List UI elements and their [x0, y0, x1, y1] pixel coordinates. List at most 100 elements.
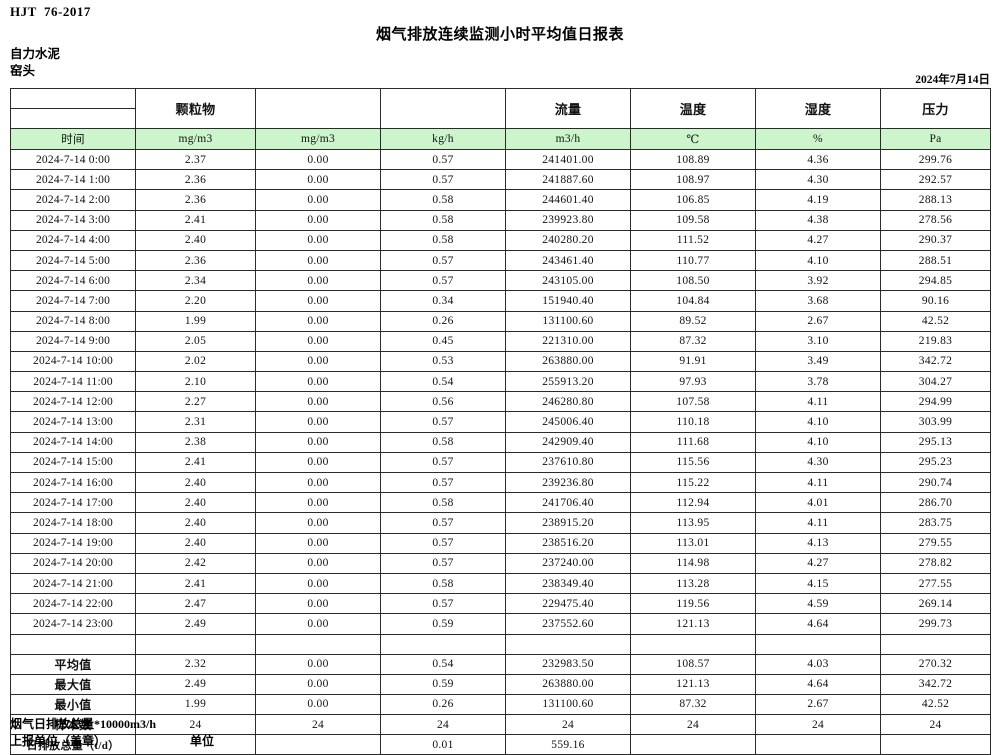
spacer-cell-time	[10, 633, 136, 655]
group-header-humidity: 湿度	[755, 88, 881, 129]
table-row: 2024-7-14 19:00 2.40 0.00 0.57 238516.20 113.…	[10, 532, 991, 554]
cell-flow: 246280.80	[505, 391, 631, 413]
cell-pressure: 278.82	[880, 552, 991, 574]
table-row: 2024-7-14 16:00 2.40 0.00 0.57 239236.80 115.…	[10, 471, 991, 494]
cell-temperature: 112.94	[630, 492, 756, 514]
cell-pm-std: 0.00	[255, 169, 381, 191]
cell-humidity: 4.10	[755, 249, 881, 272]
cell-pressure: 219.83	[880, 330, 991, 352]
cell-temperature: 109.58	[630, 209, 756, 231]
cell-temperature: 111.68	[630, 431, 756, 453]
summary-minimum-flow: 131100.60	[505, 693, 631, 716]
cell-pm-std: 0.00	[255, 310, 381, 332]
cell-temperature: 111.52	[630, 229, 756, 251]
cell-pm-std: 0.00	[255, 249, 381, 272]
summary-average-pm-rate: 0.54	[380, 653, 506, 675]
summary-average-humidity: 4.03	[755, 653, 881, 675]
cell-flow: 221310.00	[505, 330, 631, 352]
cell-pm-conc: 2.36	[135, 169, 256, 191]
cell-humidity: 4.38	[755, 209, 881, 231]
spacer-cell-flow	[505, 633, 631, 655]
cell-pm-std: 0.00	[255, 552, 381, 574]
summary-row-minimum: 最小值 1.99 0.00 0.26 131100.60 87.32 2.67 42.52	[10, 693, 991, 716]
cell-pm-rate: 0.58	[380, 209, 506, 231]
cell-pm-std: 0.00	[255, 532, 381, 554]
split-cell-bottom	[11, 109, 135, 128]
summary-sample-count-flow: 24	[505, 714, 631, 736]
report-date: 2024年7月14日	[915, 74, 990, 86]
cell-temperature: 87.32	[630, 330, 756, 352]
summary-row-maximum: 最大值 2.49 0.00 0.59 263880.00 121.13 4.64 342.72	[10, 673, 991, 695]
table-body: 2024-7-14 0:00 2.37 0.00 0.57 241401.00 108.8…	[10, 148, 991, 755]
cell-time: 2024-7-14 18:00	[10, 512, 136, 534]
group-header-blank-2	[380, 88, 506, 129]
summary-label-minimum: 最小值	[10, 693, 136, 716]
cell-pm-std: 0.00	[255, 451, 381, 474]
summary-row-average: 平均值 2.32 0.00 0.54 232983.50 108.57 4.03 270.32	[10, 653, 991, 675]
summary-maximum-pm-conc: 2.49	[135, 673, 256, 695]
summary-maximum-pm-rate: 0.59	[380, 673, 506, 695]
cell-humidity: 4.11	[755, 512, 881, 534]
cell-pm-rate: 0.58	[380, 189, 506, 211]
cell-pm-rate: 0.57	[380, 249, 506, 272]
cell-time: 2024-7-14 10:00	[10, 350, 136, 373]
cell-time: 2024-7-14 6:00	[10, 270, 136, 292]
cell-pm-rate: 0.57	[380, 411, 506, 433]
cell-pm-conc: 2.37	[135, 148, 256, 171]
cell-temperature: 104.84	[630, 290, 756, 312]
table-row: 2024-7-14 12:00 2.27 0.00 0.56 246280.80 107.…	[10, 391, 991, 413]
cell-humidity: 3.68	[755, 290, 881, 312]
cell-pm-rate: 0.57	[380, 512, 506, 534]
cell-pm-std: 0.00	[255, 492, 381, 514]
cell-humidity: 4.27	[755, 552, 881, 574]
cell-time: 2024-7-14 23:00	[10, 613, 136, 635]
spacer-cell-pm-rate	[380, 633, 506, 655]
table-row: 2024-7-14 10:00 2.02 0.00 0.53 263880.00 91.9…	[10, 350, 991, 373]
split-cell-top	[11, 90, 135, 109]
summary-label-average: 平均值	[10, 653, 136, 675]
cell-time: 2024-7-14 15:00	[10, 451, 136, 474]
cell-temperature: 106.85	[630, 189, 756, 211]
cell-humidity: 4.10	[755, 431, 881, 453]
cell-pm-rate: 0.53	[380, 350, 506, 373]
cell-pm-rate: 0.54	[380, 371, 506, 393]
cell-pm-std: 0.00	[255, 189, 381, 211]
cell-flow: 263880.00	[505, 350, 631, 373]
table-row: 2024-7-14 17:00 2.40 0.00 0.58 241706.40 112.…	[10, 492, 991, 514]
unit-header-col-6: %	[755, 128, 881, 150]
table-group-header-row: 颗粒物 流量 温度 湿度 压力	[10, 88, 991, 129]
cell-pm-conc: 2.41	[135, 209, 256, 231]
cell-pm-std: 0.00	[255, 350, 381, 373]
cell-pm-rate: 0.57	[380, 169, 506, 191]
cell-flow: 243461.40	[505, 249, 631, 272]
cell-pressure: 277.55	[880, 572, 991, 595]
cell-humidity: 4.13	[755, 532, 881, 554]
cell-pm-conc: 2.41	[135, 572, 256, 595]
cell-temperature: 115.22	[630, 471, 756, 494]
cell-time: 2024-7-14 17:00	[10, 492, 136, 514]
cell-humidity: 4.30	[755, 169, 881, 191]
cell-pressure: 304.27	[880, 371, 991, 393]
cell-flow: 238516.20	[505, 532, 631, 554]
table-row: 2024-7-14 21:00 2.41 0.00 0.58 238349.40 113.…	[10, 572, 991, 595]
cell-time: 2024-7-14 22:00	[10, 593, 136, 615]
summary-minimum-humidity: 2.67	[755, 693, 881, 716]
cell-pm-rate: 0.34	[380, 290, 506, 312]
cell-pm-rate: 0.26	[380, 310, 506, 332]
cell-time: 2024-7-14 11:00	[10, 371, 136, 393]
cell-time: 2024-7-14 1:00	[10, 169, 136, 191]
summary-sample-count-temperature: 24	[630, 714, 756, 736]
cell-pm-std: 0.00	[255, 330, 381, 352]
spacer-cell-humidity	[755, 633, 881, 655]
cell-pm-conc: 2.31	[135, 411, 256, 433]
summary-maximum-humidity: 4.64	[755, 673, 881, 695]
cell-pm-std: 0.00	[255, 371, 381, 393]
summary-sample-count-pressure: 24	[880, 714, 991, 736]
cell-pressure: 303.99	[880, 411, 991, 433]
cell-humidity: 4.01	[755, 492, 881, 514]
table-row: 2024-7-14 4:00 2.40 0.00 0.58 240280.20 111.5…	[10, 229, 991, 251]
unit-header-col-2: mg/m3	[255, 128, 381, 150]
cell-time: 2024-7-14 19:00	[10, 532, 136, 554]
summary-label-maximum: 最大值	[10, 673, 136, 695]
cell-temperature: 108.50	[630, 270, 756, 292]
